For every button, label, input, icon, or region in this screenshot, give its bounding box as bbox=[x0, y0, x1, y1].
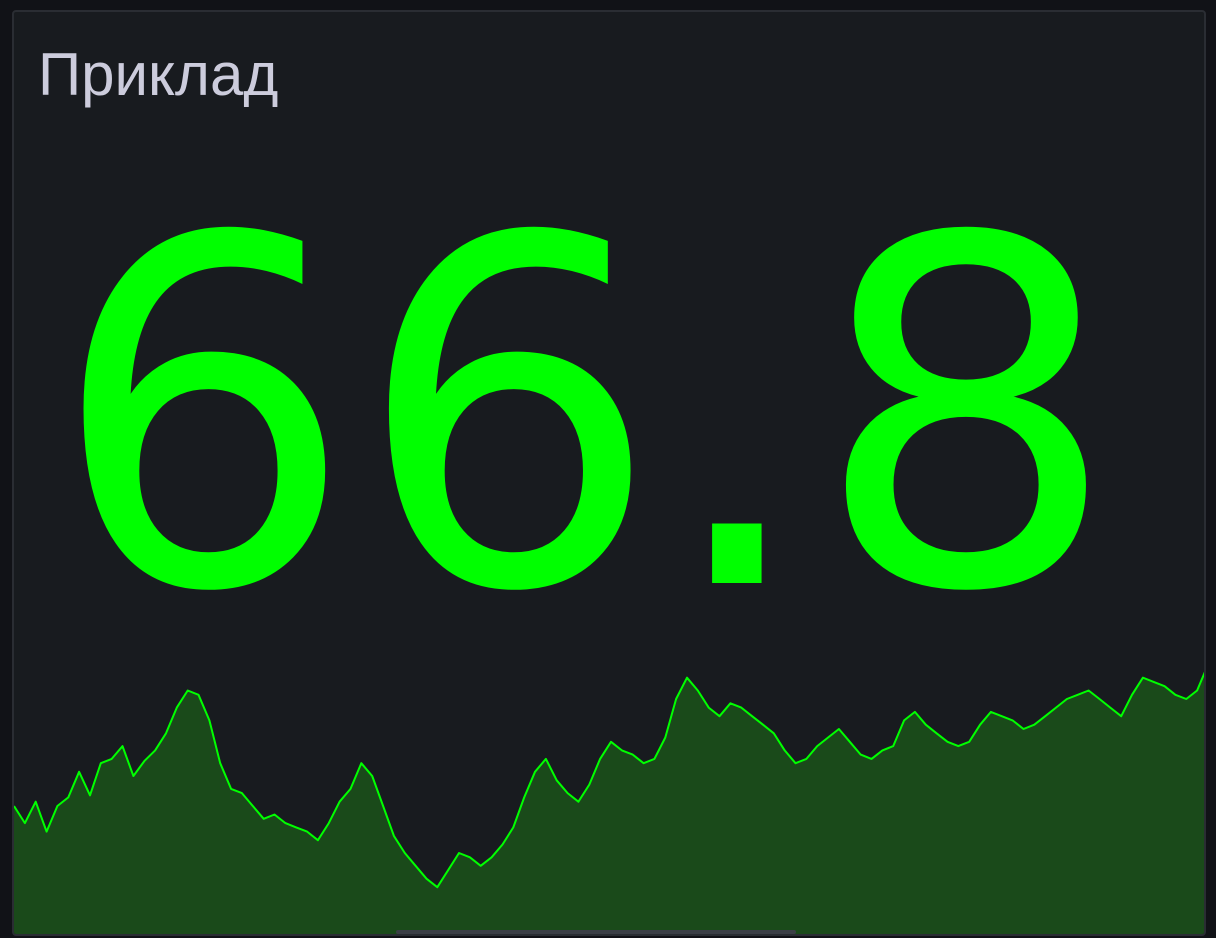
sparkline-chart bbox=[14, 671, 1204, 934]
horizontal-scrollbar[interactable] bbox=[396, 930, 796, 934]
sparkline-area bbox=[14, 674, 1204, 934]
sparkline-line bbox=[14, 671, 1204, 889]
stat-value: 66.8 bbox=[50, 138, 1119, 697]
stat-panel: Приклад 66.8 bbox=[12, 10, 1206, 936]
panel-title[interactable]: Приклад bbox=[38, 41, 279, 108]
